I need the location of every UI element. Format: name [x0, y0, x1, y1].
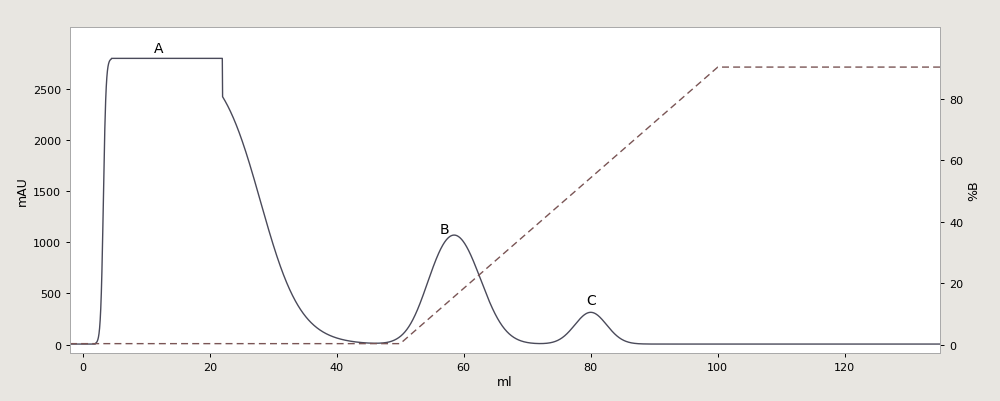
Text: A: A: [154, 42, 164, 56]
Text: C: C: [586, 293, 596, 307]
X-axis label: ml: ml: [497, 375, 513, 388]
Y-axis label: %B: %B: [967, 180, 980, 201]
Y-axis label: mAU: mAU: [16, 176, 29, 205]
Text: B: B: [440, 223, 449, 237]
